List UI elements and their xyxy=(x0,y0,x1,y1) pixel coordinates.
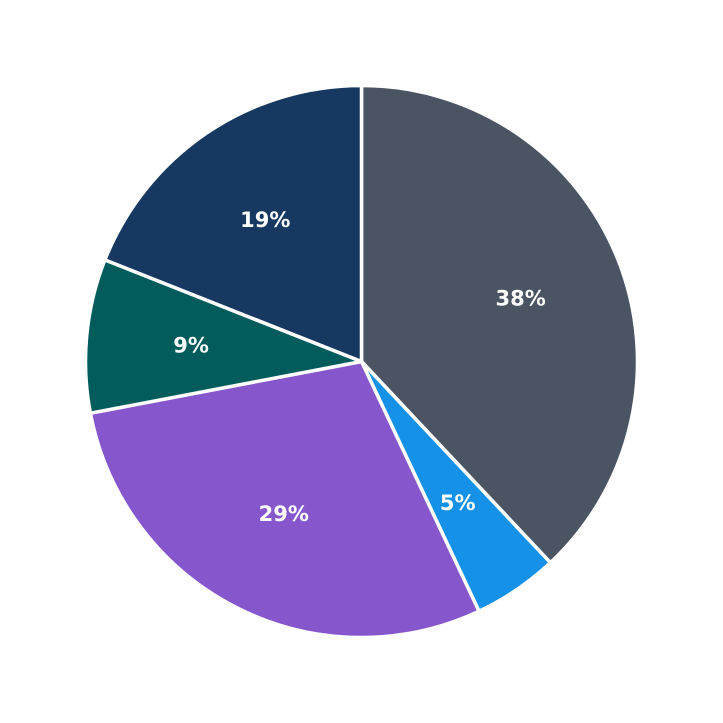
slice-percent-label: 5% xyxy=(440,491,476,515)
slice-percent-label: 19% xyxy=(240,208,290,232)
pie-slices xyxy=(83,83,640,640)
slice-percent-label: 9% xyxy=(173,333,209,357)
pie-slice xyxy=(88,359,481,640)
pie-slice xyxy=(103,83,364,364)
pie-slice xyxy=(359,83,640,565)
pie-labels: 38% 5% 29% 9% 19% xyxy=(173,208,545,526)
pie-slice xyxy=(83,258,364,415)
slice-percent-label: 29% xyxy=(259,502,309,526)
slice-percent-label: 38% xyxy=(495,287,545,311)
